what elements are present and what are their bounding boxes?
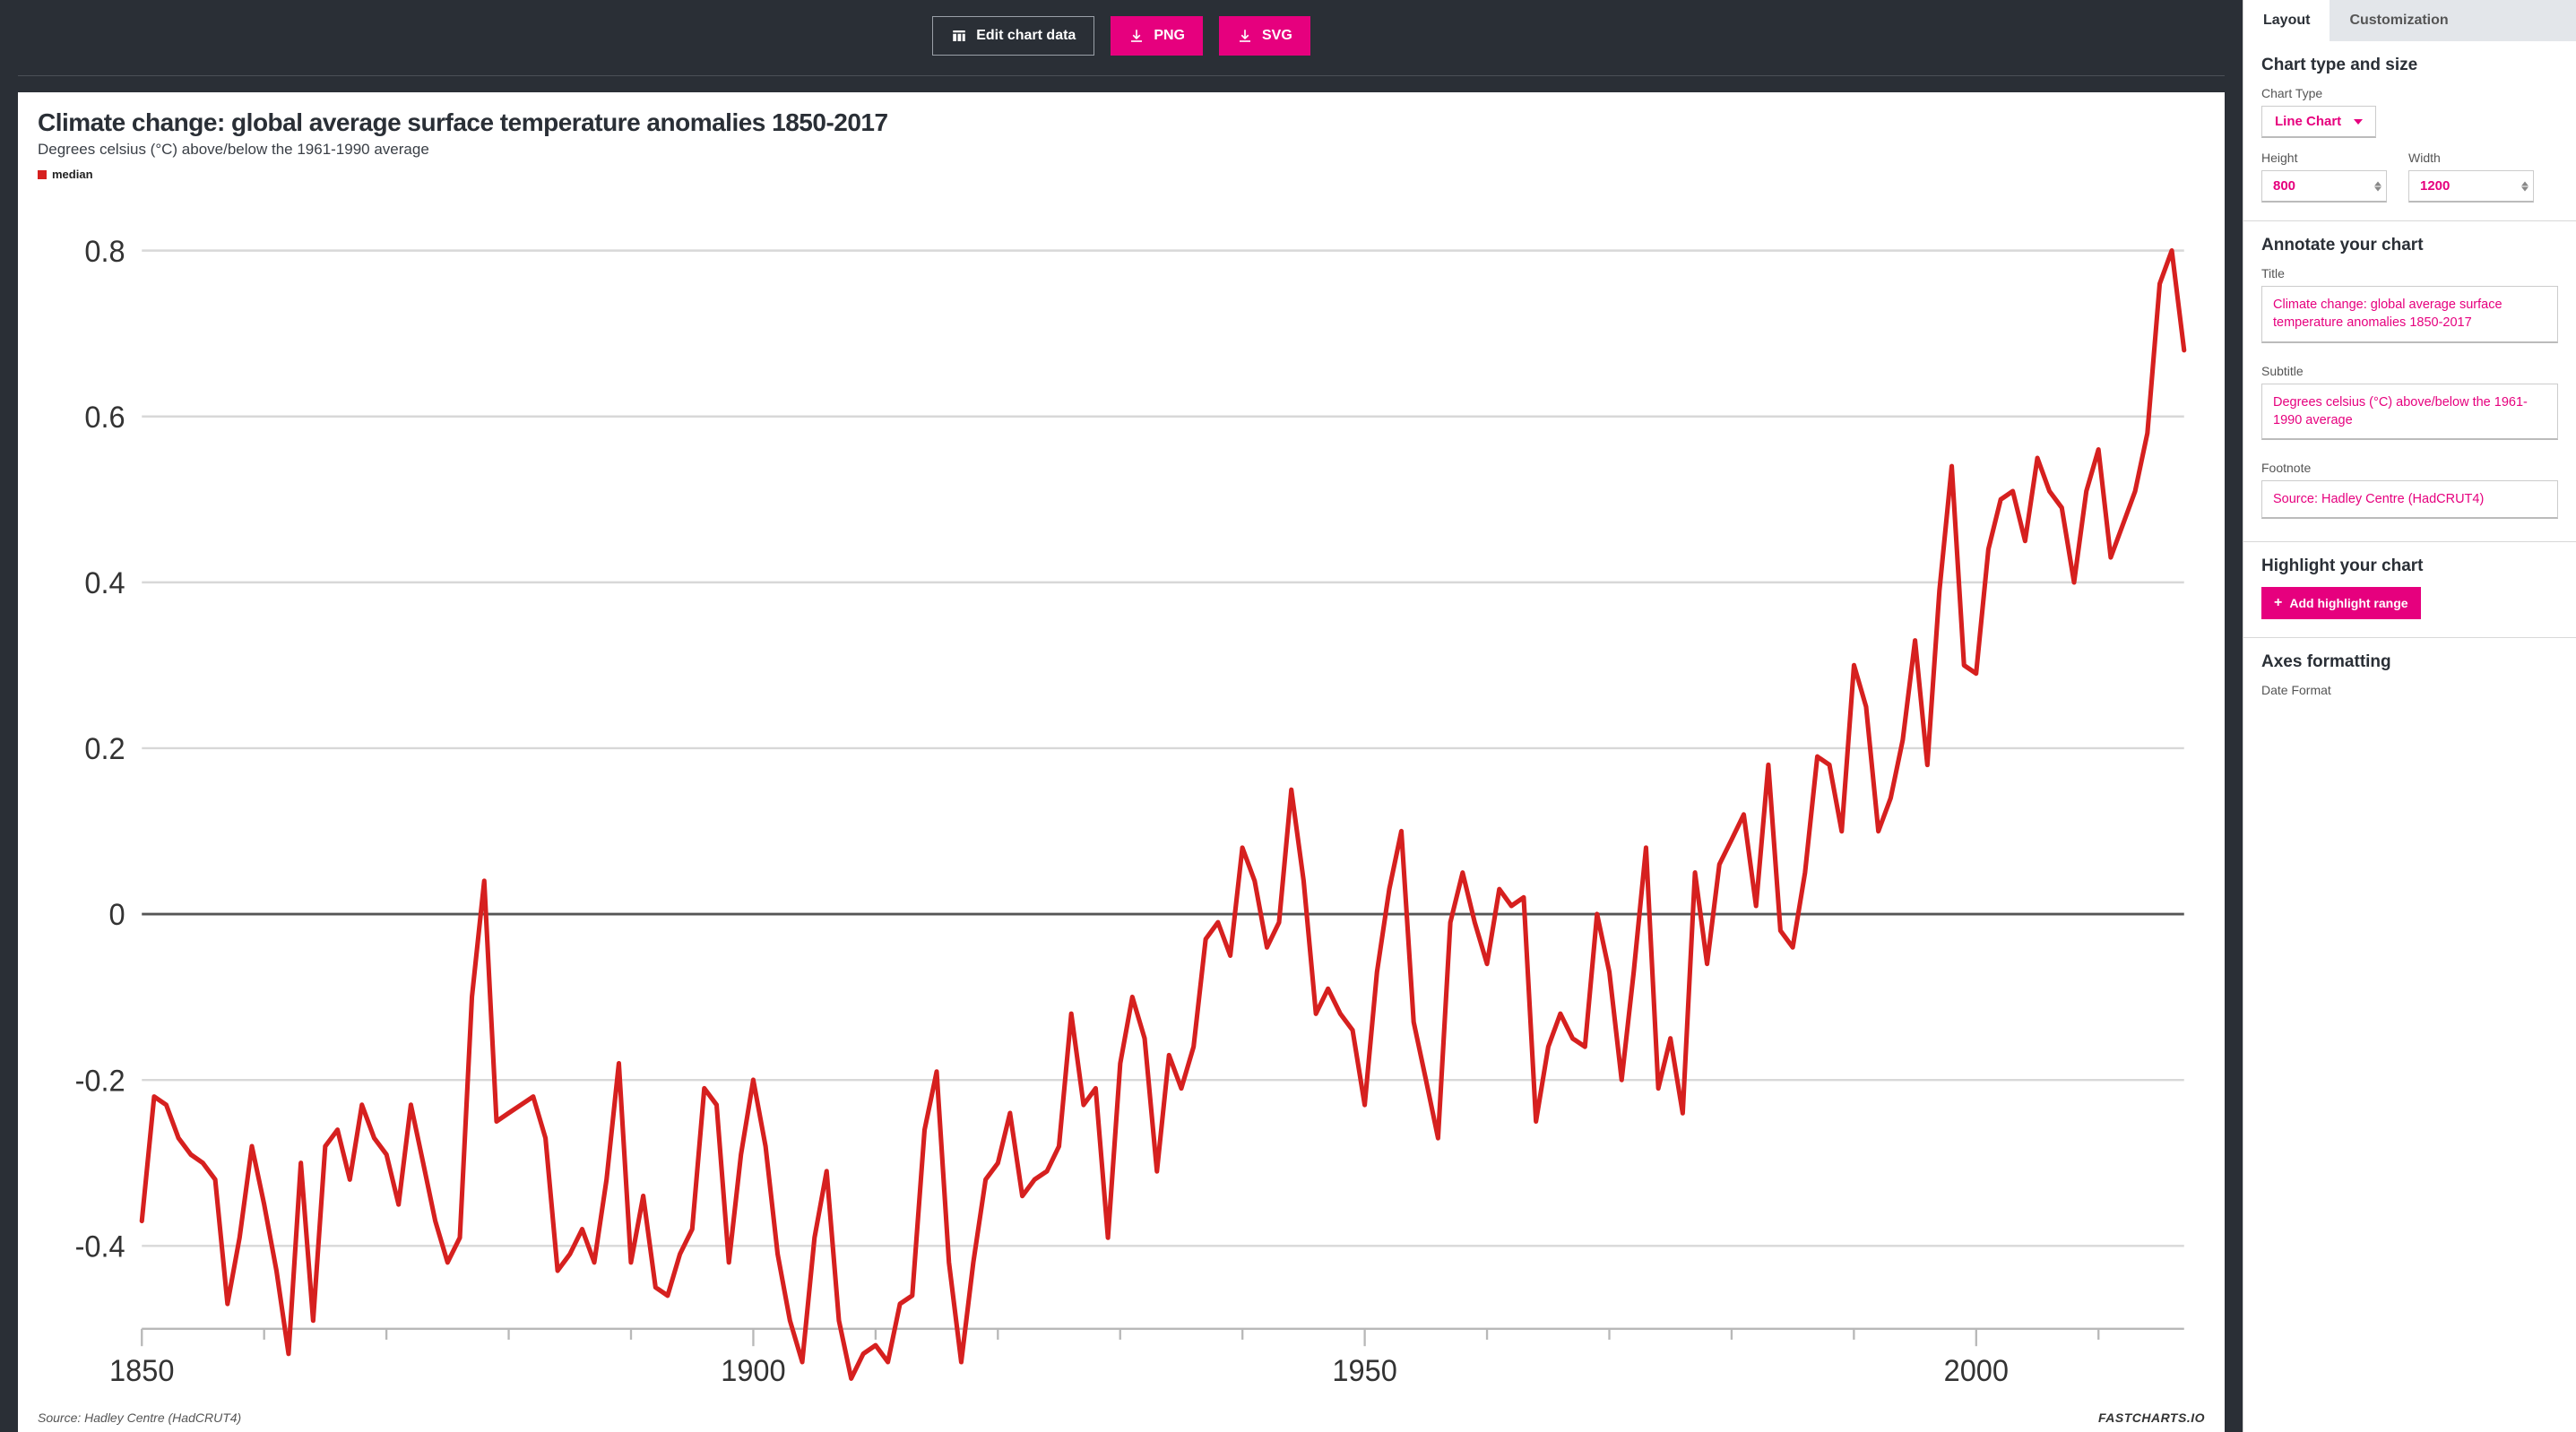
footnote-input[interactable] <box>2261 480 2558 519</box>
chart-type-select[interactable]: Line Chart <box>2261 106 2376 138</box>
add-highlight-label: Add highlight range <box>2289 596 2407 610</box>
chart-source: Source: Hadley Centre (HadCRUT4) <box>38 1410 241 1425</box>
main-area: Edit chart data PNG SVG Climate change: … <box>0 0 2243 1432</box>
stepper-icon[interactable] <box>2521 182 2528 192</box>
label-width: Width <box>2408 151 2534 165</box>
svg-text:1950: 1950 <box>1332 1354 1396 1388</box>
svg-text:1900: 1900 <box>721 1354 785 1388</box>
export-png-button[interactable]: PNG <box>1111 16 1203 56</box>
chart-canvas: Climate change: global average surface t… <box>18 92 2225 1432</box>
settings-panel: Layout Customization Chart type and size… <box>2243 0 2576 1432</box>
table-icon <box>951 28 967 44</box>
download-icon <box>1128 28 1145 44</box>
section-annotate: Annotate your chart Title Subtitle Footn… <box>2243 221 2576 542</box>
toolbar: Edit chart data PNG SVG <box>18 0 2225 76</box>
svg-text:0.4: 0.4 <box>84 566 125 600</box>
export-svg-button[interactable]: SVG <box>1219 16 1310 56</box>
svg-text:0: 0 <box>109 899 125 933</box>
plus-icon: + <box>2274 595 2282 611</box>
svg-text:0.2: 0.2 <box>84 732 125 766</box>
stepper-icon[interactable] <box>2374 182 2382 192</box>
section-heading: Annotate your chart <box>2261 236 2558 255</box>
section-highlight: Highlight your chart + Add highlight ran… <box>2243 542 2576 638</box>
svg-text:1850: 1850 <box>109 1354 174 1388</box>
chart-footer: Source: Hadley Centre (HadCRUT4) FASTCHA… <box>18 1407 2225 1432</box>
legend-label: median <box>52 168 93 181</box>
tab-layout[interactable]: Layout <box>2243 0 2330 41</box>
section-axes: Axes formatting Date Format <box>2243 638 2576 720</box>
section-chart-type: Chart type and size Chart Type Line Char… <box>2243 41 2576 221</box>
section-heading: Highlight your chart <box>2261 556 2558 576</box>
label-height: Height <box>2261 151 2387 165</box>
download-icon <box>1237 28 1253 44</box>
label-chart-type: Chart Type <box>2261 86 2558 100</box>
legend-swatch <box>38 170 47 179</box>
chart-plot: -0.4 -0.2 0 0.2 0.4 0.6 0.8 1850 1900 1950 2000 <box>18 188 2225 1407</box>
chart-subtitle: Degrees celsius (°C) above/below the 196… <box>38 141 2205 159</box>
svg-text:-0.2: -0.2 <box>75 1065 125 1099</box>
edit-chart-data-button[interactable]: Edit chart data <box>932 16 1094 56</box>
height-input[interactable] <box>2261 170 2387 203</box>
label-date-format: Date Format <box>2261 683 2558 697</box>
chevron-down-icon <box>2354 119 2363 125</box>
chart-title: Climate change: global average surface t… <box>38 108 2205 137</box>
add-highlight-button[interactable]: + Add highlight range <box>2261 587 2421 619</box>
chart-legend: median <box>38 168 2205 181</box>
export-svg-label: SVG <box>1262 28 1292 44</box>
export-png-label: PNG <box>1154 28 1185 44</box>
label-footnote: Footnote <box>2261 461 2558 475</box>
svg-text:0.6: 0.6 <box>84 401 125 435</box>
tabs: Layout Customization <box>2243 0 2576 41</box>
label-title: Title <box>2261 266 2558 280</box>
title-input[interactable] <box>2261 286 2558 343</box>
section-heading: Axes formatting <box>2261 652 2558 672</box>
svg-text:2000: 2000 <box>1944 1354 2009 1388</box>
label-subtitle: Subtitle <box>2261 364 2558 378</box>
subtitle-input[interactable] <box>2261 384 2558 441</box>
tab-customization[interactable]: Customization <box>2330 0 2468 41</box>
chart-brand: FASTCHARTS.IO <box>2098 1410 2205 1425</box>
chart-header: Climate change: global average surface t… <box>18 92 2225 188</box>
svg-text:0.8: 0.8 <box>84 235 125 269</box>
section-heading: Chart type and size <box>2261 56 2558 75</box>
width-input[interactable] <box>2408 170 2534 203</box>
edit-chart-data-label: Edit chart data <box>976 28 1076 44</box>
svg-text:-0.4: -0.4 <box>75 1230 125 1264</box>
chart-type-value: Line Chart <box>2275 114 2341 129</box>
